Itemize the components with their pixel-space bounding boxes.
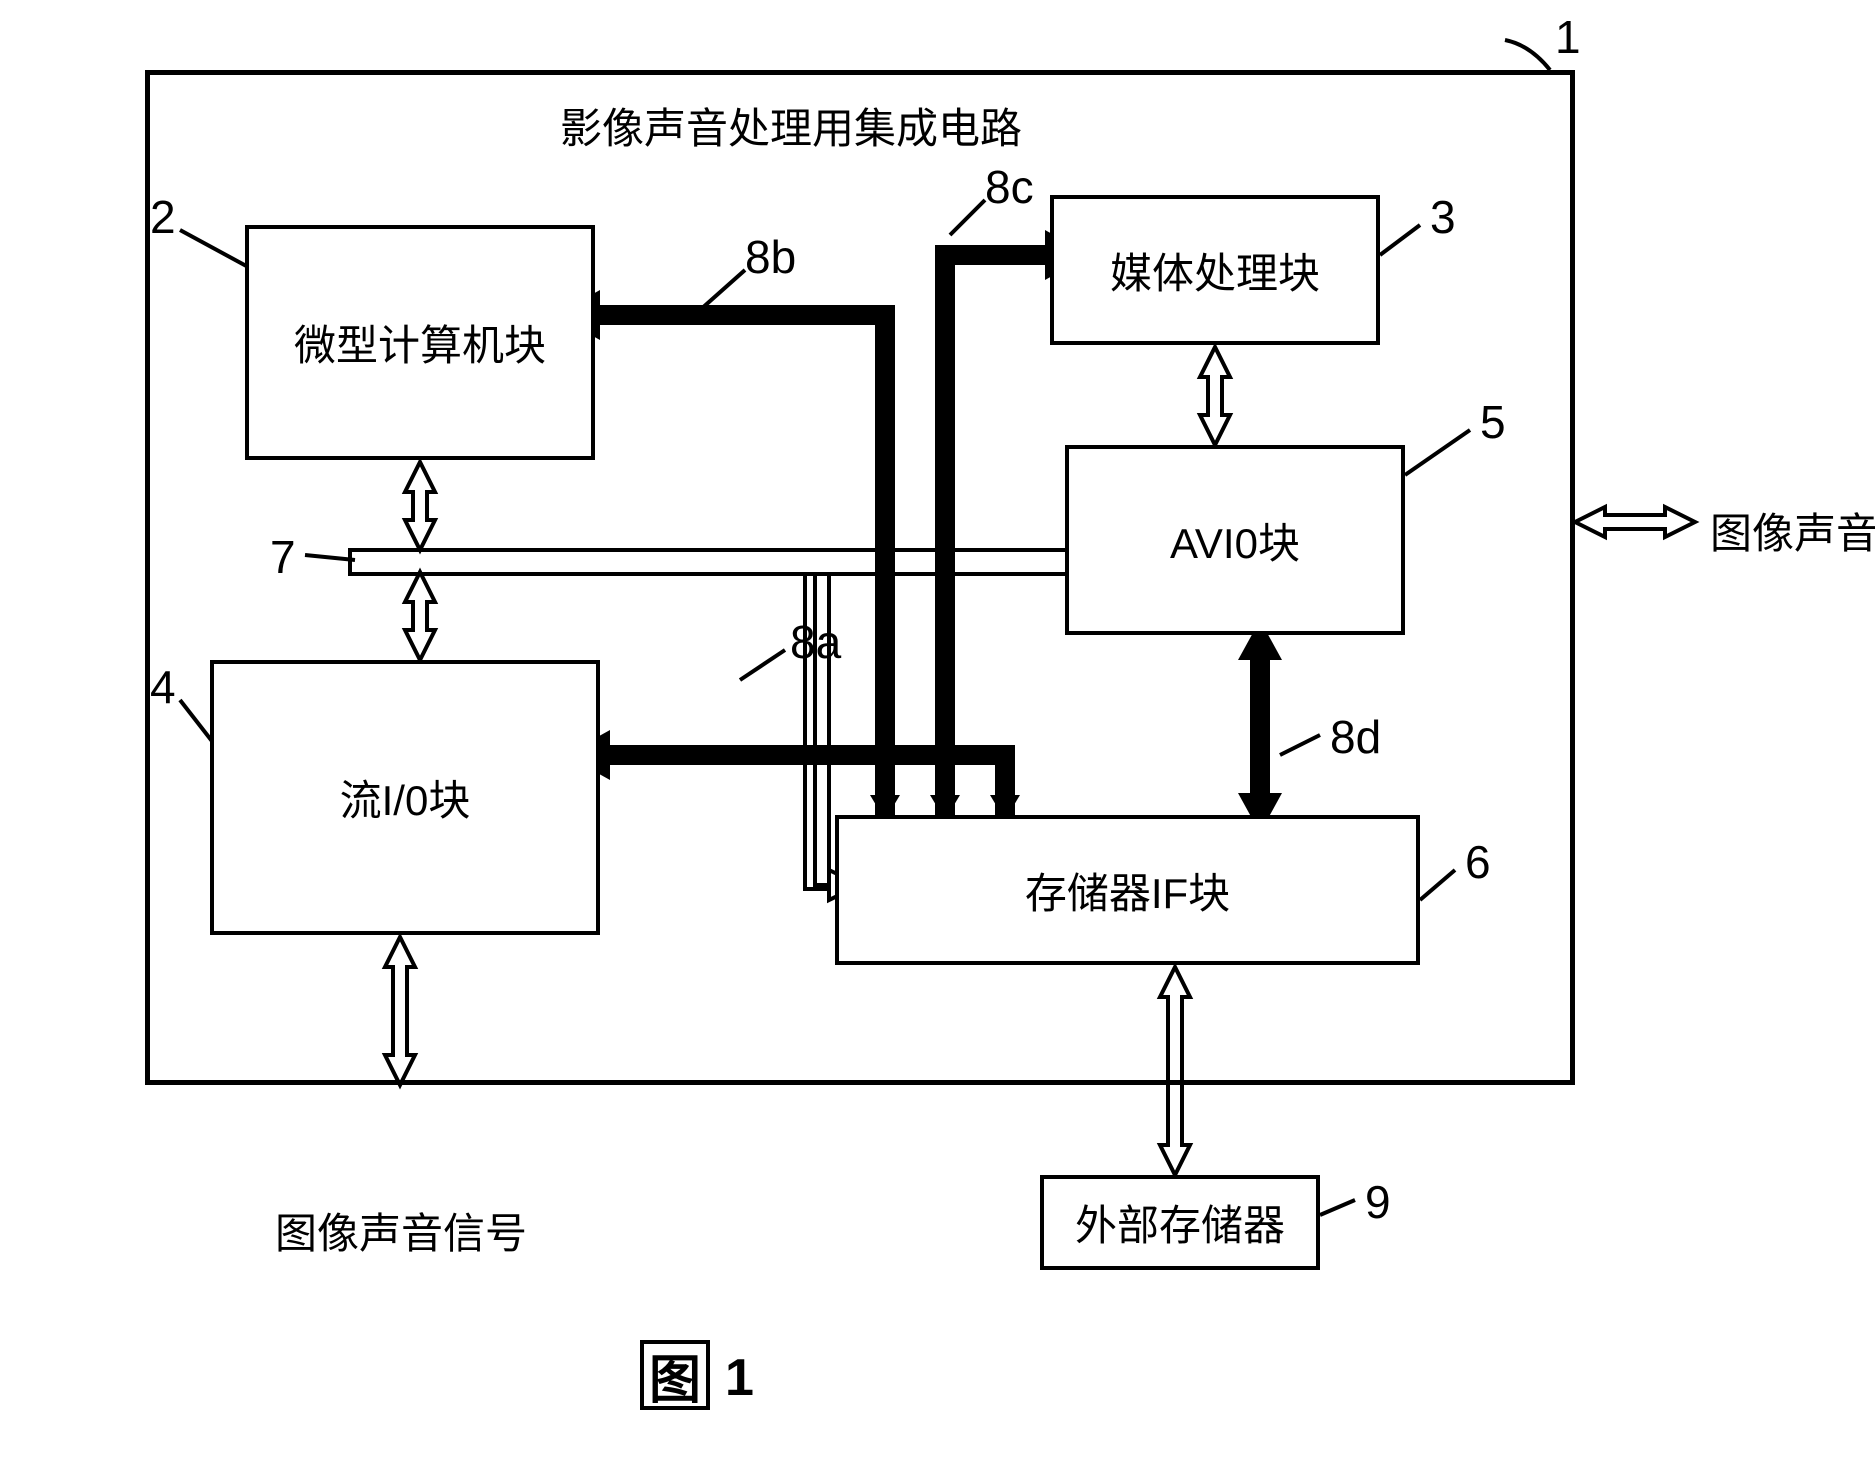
ic-title: 影像声音处理用集成电路 [560,95,1022,156]
block-microcomputer: 微型计算机块 [245,225,595,460]
ref-2: 2 [150,190,176,244]
diagram-container: 影像声音处理用集成电路 微型计算机块 媒体处理块 流I/0块 AVI0块 存储器… [0,0,1875,1467]
ref-5: 5 [1480,395,1506,449]
block-stream-io-label: 流I/0块 [340,767,471,828]
ref-8b: 8b [745,230,796,284]
ref-6: 6 [1465,835,1491,889]
ref-8c: 8c [985,160,1034,214]
figure-label-box: 图 [640,1340,710,1410]
ref-9: 9 [1365,1175,1391,1229]
ref-8a: 8a [790,615,841,669]
block-mem-if-label: 存储器IF块 [1025,860,1230,921]
block-stream-io: 流I/0块 [210,660,600,935]
figure-label-prefix: 图 [649,1338,701,1413]
label-signal-bottom: 图像声音信号 [275,1200,527,1261]
figure-number: 1 [725,1348,754,1408]
block-ext-mem-label: 外部存储器 [1075,1192,1285,1253]
ref-1: 1 [1555,10,1581,64]
ref-4: 4 [150,660,176,714]
ref-8d: 8d [1330,710,1381,764]
block-avio: AVI0块 [1065,445,1405,635]
block-avio-label: AVI0块 [1170,510,1300,571]
block-media-proc-label: 媒体处理块 [1110,240,1320,301]
hollow-arrow-avio-external [1575,507,1695,537]
label-signal-right: 图像声音信号 [1710,500,1875,561]
block-microcomputer-label: 微型计算机块 [294,312,546,373]
ref-7: 7 [270,530,296,584]
block-mem-if: 存储器IF块 [835,815,1420,965]
block-ext-mem: 外部存储器 [1040,1175,1320,1270]
block-media-proc: 媒体处理块 [1050,195,1380,345]
ref-3: 3 [1430,190,1456,244]
